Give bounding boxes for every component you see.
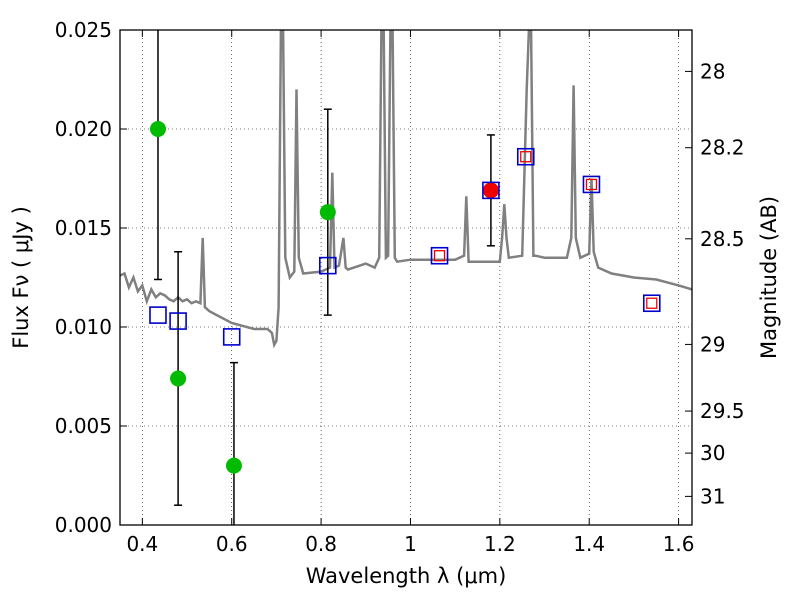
model-square-inner (520, 151, 532, 163)
grid (120, 29, 692, 526)
model-square (430, 246, 449, 265)
spectrum-layer (120, 30, 692, 349)
y-axis: 0.000 0.005 0.010 0.015 0.020 0.025 (55, 18, 127, 537)
y-tick-label: 0.000 (55, 513, 112, 537)
y-tick-label: 0.020 (55, 117, 112, 141)
y2-tick-label: 28.2 (700, 136, 745, 160)
model-square (582, 175, 601, 194)
y2-axis: 28 28.2 28.5 29 29.5 30 31 (685, 59, 745, 508)
model-square (222, 328, 241, 346)
x-axis-label: Wavelength λ (μm) (306, 564, 507, 588)
y2-tick-label: 28 (700, 59, 725, 83)
model-square (642, 294, 661, 313)
x-axis: 0.4 0.6 0.8 1 1.2 1.4 1.6 (126, 30, 695, 556)
x-tick-label: 0.4 (126, 532, 158, 556)
data-point (170, 370, 187, 387)
y2-tick-label: 29 (700, 332, 725, 356)
model-square-inner (646, 297, 658, 309)
y-axis-label: Flux Fν ( μJy ) (9, 206, 33, 349)
y2-axis-label: Magnitude (AB) (757, 196, 781, 359)
model-square (482, 181, 500, 200)
y2-tick-label: 31 (700, 484, 725, 508)
spectrum-line (120, 30, 692, 349)
data-point (149, 121, 166, 137)
marker-layer (149, 121, 661, 474)
x-tick-label: 1 (404, 532, 417, 556)
model-square (516, 147, 535, 166)
plot-frame (119, 29, 693, 526)
x-tick-label: 1.2 (484, 532, 516, 556)
model-square-inner (585, 178, 598, 191)
model-square (169, 312, 187, 330)
y2-tick-label: 28.5 (700, 227, 745, 251)
data-point (225, 457, 242, 474)
y-tick-label: 0.015 (55, 216, 112, 240)
x-tick-label: 0.8 (305, 532, 337, 556)
y2-tick-label: 30 (700, 441, 725, 465)
model-square-inner (433, 250, 446, 262)
y2-tick-label: 29.5 (700, 399, 745, 423)
model-square (149, 306, 167, 324)
x-tick-label: 0.6 (216, 532, 248, 556)
y-tick-label: 0.025 (55, 18, 112, 42)
model-square (318, 256, 337, 275)
x-tick-label: 1.4 (573, 532, 605, 556)
x-tick-label: 1.6 (663, 532, 695, 556)
data-point (482, 182, 499, 199)
data-point (319, 204, 336, 221)
y-tick-label: 0.010 (55, 315, 112, 339)
y-tick-label: 0.005 (55, 414, 112, 438)
